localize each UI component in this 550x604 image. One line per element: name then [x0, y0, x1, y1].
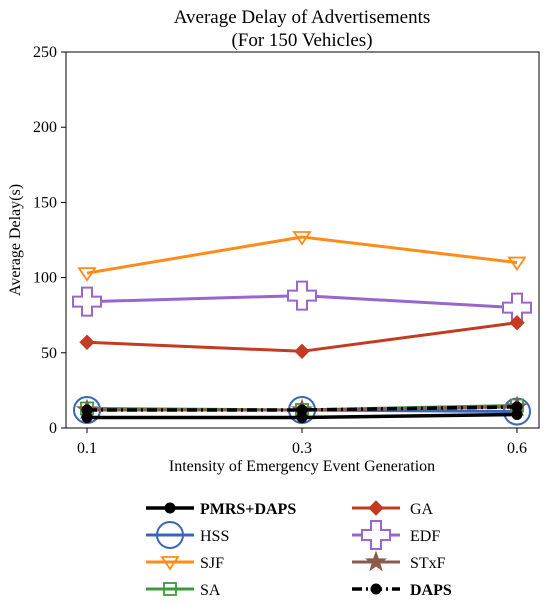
- legend-label: SJF: [200, 555, 224, 572]
- data-point: [294, 343, 310, 360]
- legend-item-hss: HSS: [146, 521, 229, 549]
- y-tick-label: 150: [33, 194, 57, 211]
- legend-marker: [163, 582, 177, 596]
- series-edf: [72, 280, 532, 323]
- data-point: [81, 404, 93, 416]
- chart-subtitle: (For 150 Vehicles): [231, 30, 372, 51]
- legend-item-sjf: SJF: [146, 555, 224, 572]
- legend-item-daps: DAPS: [352, 582, 452, 599]
- chart-title: Average Delay of Advertisements: [174, 7, 431, 28]
- plot-frame: [65, 51, 540, 429]
- y-tick-label: 100: [33, 270, 57, 287]
- series-sjf: [77, 231, 527, 282]
- series-daps: [81, 401, 523, 416]
- legend-item-sa: SA: [146, 582, 221, 599]
- legend-item-edf: EDF: [352, 520, 440, 550]
- series-pmrs-daps: [81, 408, 523, 423]
- data-point: [292, 231, 312, 246]
- x-tick-label: 0.6: [507, 440, 527, 457]
- data-point: [511, 401, 523, 413]
- x-tick-label: 0.1: [77, 440, 97, 457]
- legend-label: GA: [410, 501, 434, 518]
- legend-marker: [368, 500, 384, 516]
- y-axis: 0 50 100 150 200 250: [33, 44, 66, 437]
- data-point: [509, 315, 525, 331]
- legend-marker: [365, 550, 387, 572]
- y-tick-label: 200: [33, 119, 57, 136]
- legend-marker: [156, 521, 184, 549]
- legend-label: DAPS: [410, 582, 452, 599]
- data-point: [77, 267, 97, 282]
- data-point: [72, 286, 102, 317]
- legend-marker: [160, 556, 180, 571]
- x-tick-label: 0.3: [292, 440, 312, 457]
- x-axis-label: Intensity of Emergency Event Generation: [169, 458, 435, 475]
- y-tick-label: 250: [33, 44, 57, 61]
- legend-label: PMRS+DAPS: [200, 501, 296, 518]
- legend-label: EDF: [410, 528, 440, 545]
- legend-item-stxf: STxF: [352, 550, 446, 572]
- series-layer: [72, 231, 532, 426]
- series-line: [86, 235, 518, 275]
- data-point: [296, 404, 308, 416]
- y-tick-label: 0: [49, 420, 57, 437]
- legend-label: SA: [200, 582, 221, 599]
- data-point: [79, 334, 95, 350]
- legend: PMRS+DAPS HSS SJF SA GA EDF STxF DAPS: [146, 500, 452, 599]
- y-axis-label: Average Delay(s): [7, 184, 24, 296]
- legend-marker: [164, 502, 176, 514]
- legend-label: HSS: [200, 528, 229, 545]
- legend-marker: [370, 583, 382, 595]
- legend-item-pmrs-daps: PMRS+DAPS: [146, 501, 296, 518]
- series-ga: [79, 315, 525, 360]
- y-tick-label: 50: [41, 345, 57, 362]
- legend-marker: [361, 520, 391, 550]
- data-point: [287, 280, 317, 311]
- legend-item-ga: GA: [352, 500, 434, 518]
- legend-label: STxF: [410, 555, 446, 572]
- data-point: [507, 256, 527, 272]
- x-axis: 0.1 0.3 0.6: [77, 428, 527, 457]
